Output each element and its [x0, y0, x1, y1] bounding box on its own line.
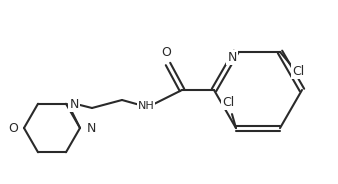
Text: N: N [227, 51, 237, 64]
Text: Cl: Cl [222, 96, 234, 109]
Text: O: O [8, 121, 18, 135]
Text: N: N [69, 98, 79, 111]
Text: NH: NH [138, 101, 154, 111]
Text: Cl: Cl [292, 65, 304, 78]
Text: O: O [161, 47, 171, 59]
Text: N: N [86, 121, 96, 135]
